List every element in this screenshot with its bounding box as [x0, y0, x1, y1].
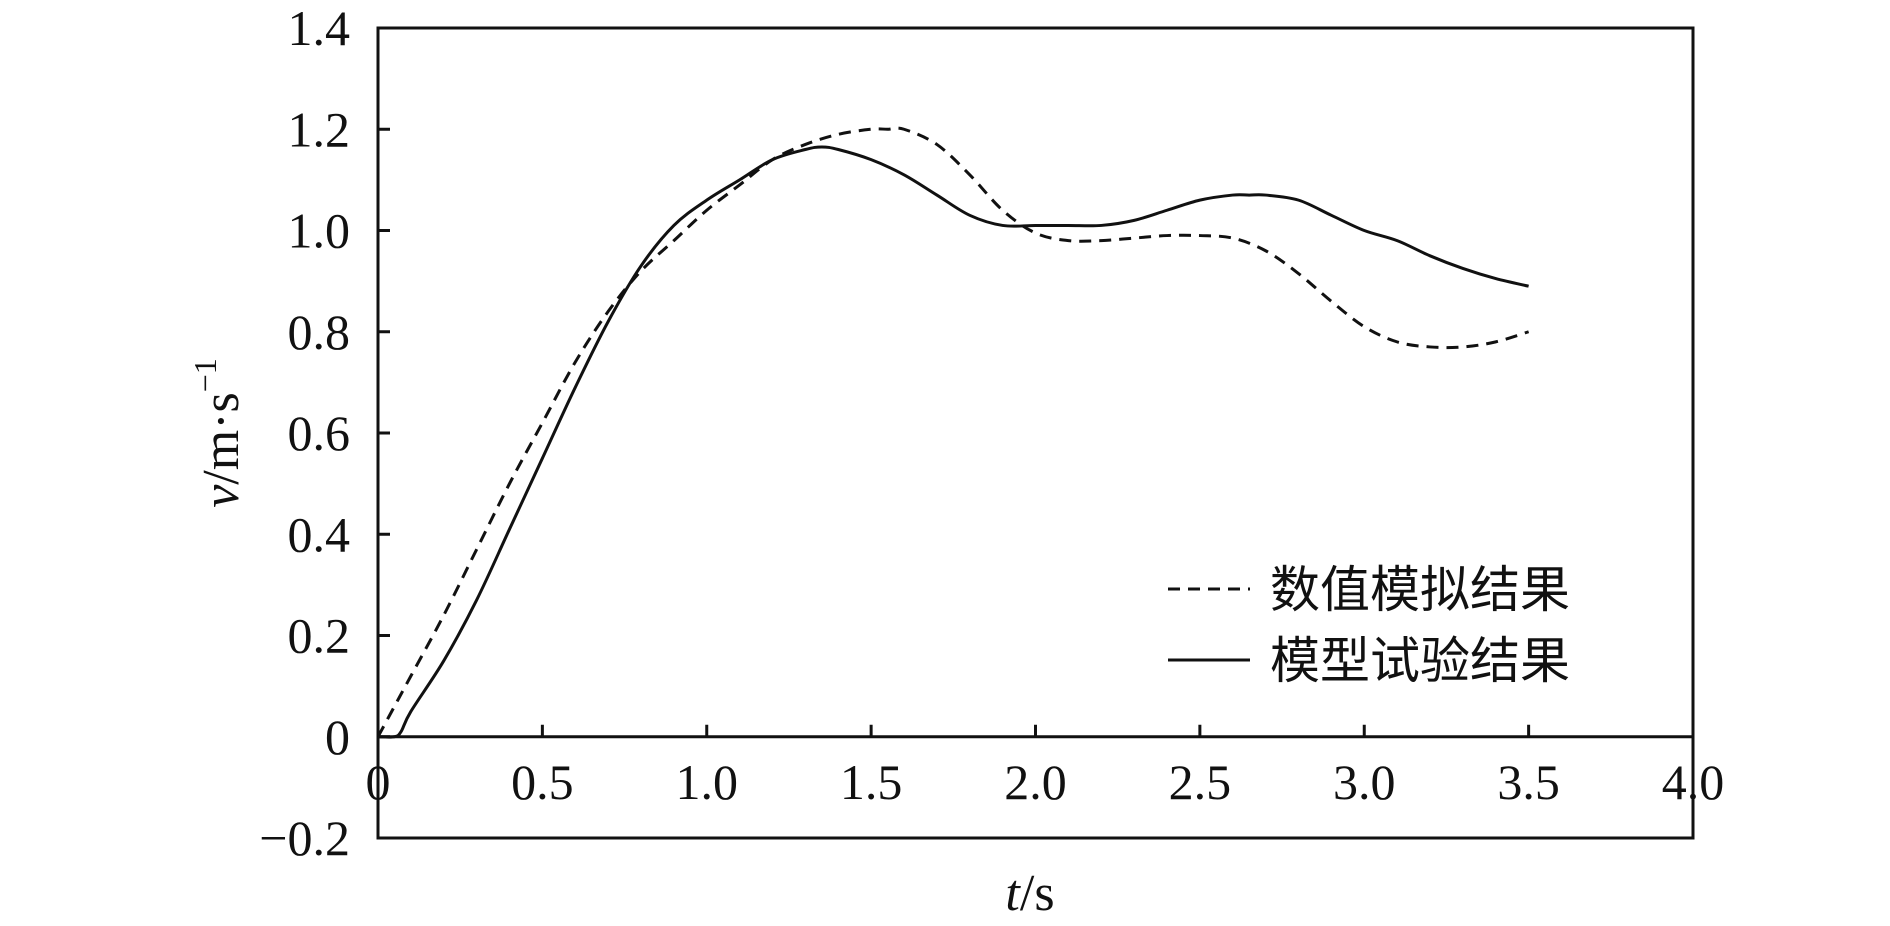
- y-tick-label: 1.0: [288, 203, 351, 259]
- x-tick-label: 3.0: [1333, 754, 1396, 810]
- y-axis-unit-superscript: −1: [187, 358, 223, 392]
- series-line-simulation: [376, 126, 1530, 738]
- y-tick-label: 0.6: [288, 405, 351, 461]
- series-line-experiment: [377, 145, 1529, 739]
- y-tick-label: 0: [325, 709, 350, 765]
- y-axis-title: v/m·s−1: [187, 358, 250, 508]
- x-axis-var: t: [1005, 865, 1021, 922]
- x-axis-title: t/s: [1005, 865, 1054, 922]
- y-tick-label: 1.2: [288, 101, 351, 157]
- x-tick-label: 0: [366, 754, 391, 810]
- y-axis-var: v: [193, 484, 250, 508]
- x-tick-label: 0.5: [511, 754, 574, 810]
- x-tick-label: 1.0: [676, 754, 739, 810]
- x-tick-label: 3.5: [1497, 754, 1560, 810]
- series-layer: [376, 126, 1530, 739]
- x-tick-label: 2.5: [1169, 754, 1232, 810]
- legend: 数值模拟结果 模型试验结果: [1168, 561, 1570, 690]
- plot-frame: [376, 26, 1695, 840]
- y-tick-label: 1.4: [288, 0, 351, 56]
- x-tick-label: 1.5: [840, 754, 903, 810]
- y-tick-label: 0.2: [288, 608, 351, 664]
- legend-label-simulation: 数值模拟结果: [1270, 561, 1570, 619]
- x-tick-label: 2.0: [1004, 754, 1067, 810]
- y-axis-unit: /m·s: [193, 392, 250, 484]
- y-tick-label: −0.2: [259, 810, 350, 866]
- x-axis-unit: /s: [1020, 865, 1055, 922]
- x-axis-ticks: 0 0.5 1.0 1.5 2.0 2.5 3.0 3.5 4.0: [366, 724, 1725, 810]
- legend-label-experiment: 模型试验结果: [1270, 632, 1570, 690]
- x-tick-label: 4.0: [1662, 754, 1725, 810]
- y-axis-ticks: −0.2 0 0.2 0.4 0.6 0.8 1.0 1.2 1.4: [259, 0, 390, 866]
- y-tick-label: 0.4: [288, 506, 351, 562]
- y-tick-label: 0.8: [288, 304, 351, 360]
